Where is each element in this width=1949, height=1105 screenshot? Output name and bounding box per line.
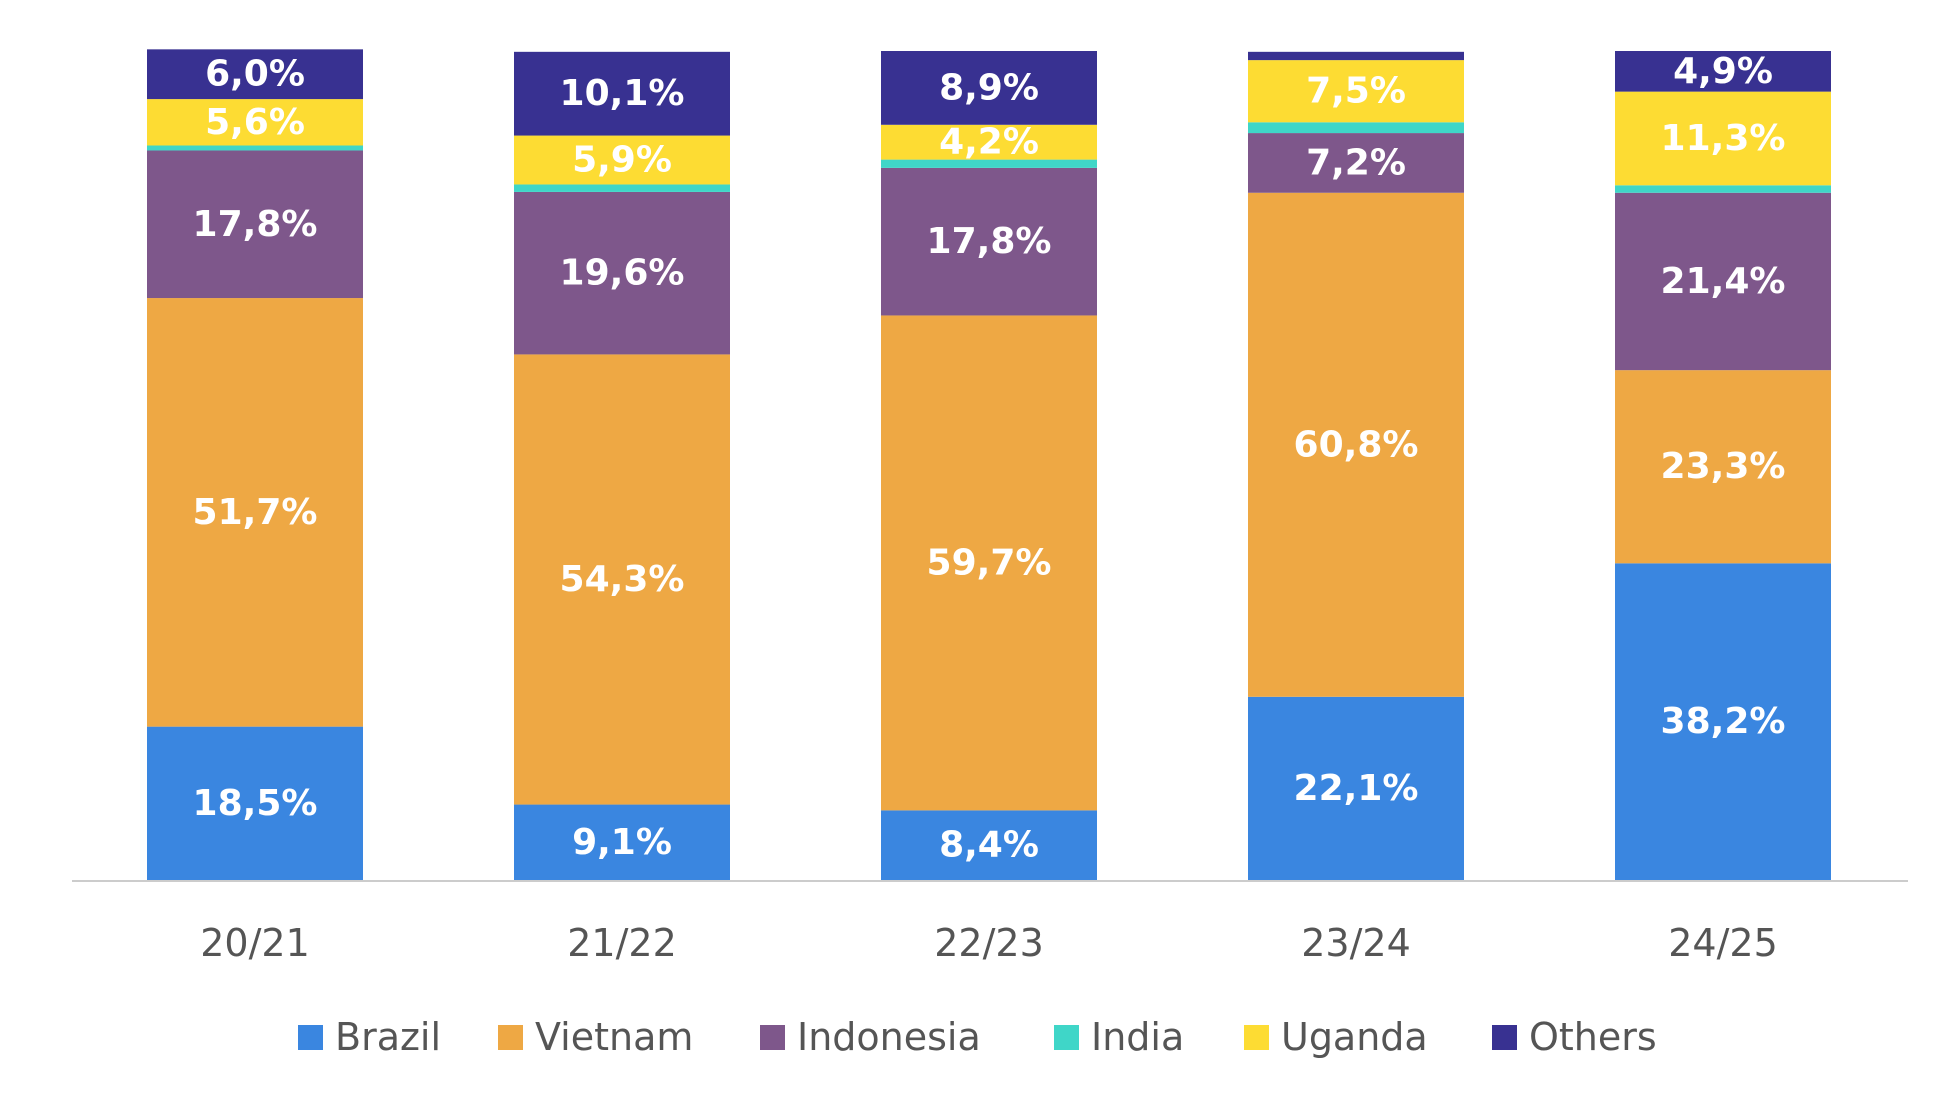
bar-vietnam-24-25 bbox=[1615, 370, 1831, 564]
bar-india-22-23 bbox=[881, 159, 1097, 168]
bar-brazil-24-25 bbox=[1615, 563, 1831, 880]
data-label-vietnam-21-22: 54,3% bbox=[560, 559, 685, 600]
legend-label-vietnam: Vietnam bbox=[535, 1015, 693, 1059]
legend-label-indonesia: Indonesia bbox=[797, 1015, 981, 1059]
bar-indonesia-23-24 bbox=[1248, 133, 1464, 193]
bar-indonesia-20-21 bbox=[147, 150, 363, 299]
bar-india-20-21 bbox=[147, 145, 363, 151]
bar-vietnam-21-22 bbox=[514, 354, 730, 805]
data-label-uganda-24-25: 11,3% bbox=[1661, 118, 1786, 159]
bar-uganda-21-22 bbox=[514, 135, 730, 185]
bar-others-23-24 bbox=[1248, 51, 1464, 61]
bar-vietnam-23-24 bbox=[1248, 192, 1464, 697]
bar-uganda-20-21 bbox=[147, 99, 363, 146]
data-label-others-22-23: 8,9% bbox=[939, 67, 1039, 108]
legend-swatch-india bbox=[1054, 1025, 1079, 1050]
data-label-uganda-22-23: 4,2% bbox=[939, 122, 1039, 163]
bar-uganda-23-24 bbox=[1248, 60, 1464, 123]
legend-label-uganda: Uganda bbox=[1281, 1015, 1428, 1059]
x-tick-label-20-21: 20/21 bbox=[200, 921, 310, 965]
bar-india-23-24 bbox=[1248, 122, 1464, 134]
bar-indonesia-22-23 bbox=[881, 167, 1097, 316]
legend-swatch-others bbox=[1492, 1025, 1517, 1050]
bar-vietnam-20-21 bbox=[147, 298, 363, 727]
data-label-indonesia-24-25: 21,4% bbox=[1661, 261, 1786, 302]
legend-label-india: India bbox=[1091, 1015, 1184, 1059]
data-label-vietnam-22-23: 59,7% bbox=[927, 542, 1052, 583]
data-label-brazil-21-22: 9,1% bbox=[572, 822, 672, 863]
data-label-indonesia-22-23: 17,8% bbox=[927, 221, 1052, 262]
data-label-brazil-24-25: 38,2% bbox=[1661, 701, 1786, 742]
bar-uganda-22-23 bbox=[881, 124, 1097, 160]
data-label-brazil-23-24: 22,1% bbox=[1294, 768, 1419, 809]
data-label-uganda-23-24: 7,5% bbox=[1306, 71, 1406, 112]
data-label-indonesia-21-22: 19,6% bbox=[560, 253, 685, 294]
data-label-vietnam-24-25: 23,3% bbox=[1661, 446, 1786, 487]
data-label-others-21-22: 10,1% bbox=[560, 73, 685, 114]
bar-others-24-25 bbox=[1615, 51, 1831, 92]
x-tick-label-22-23: 22/23 bbox=[934, 921, 1044, 965]
data-label-others-24-25: 4,9% bbox=[1673, 51, 1773, 92]
bar-vietnam-22-23 bbox=[881, 315, 1097, 811]
bar-brazil-23-24 bbox=[1248, 696, 1464, 880]
data-label-indonesia-23-24: 7,2% bbox=[1306, 142, 1406, 183]
bar-india-21-22 bbox=[514, 184, 730, 192]
bar-uganda-24-25 bbox=[1615, 91, 1831, 186]
data-label-vietnam-20-21: 51,7% bbox=[193, 492, 318, 533]
data-label-uganda-20-21: 5,6% bbox=[205, 102, 305, 143]
segment-labels-group: 18,5% 51,7% 17,8% 5,6% 6,0% 9,1% 54,3% 19,6% 5,9… bbox=[193, 51, 1786, 866]
x-tick-label-23-24: 23/24 bbox=[1301, 921, 1411, 965]
data-label-brazil-22-23: 8,4% bbox=[939, 825, 1039, 866]
bar-others-22-23 bbox=[881, 51, 1097, 125]
bar-others-20-21 bbox=[147, 49, 363, 100]
legend-label-brazil: Brazil bbox=[335, 1015, 441, 1059]
bar-brazil-22-23 bbox=[881, 810, 1097, 880]
data-label-others-20-21: 6,0% bbox=[205, 54, 305, 95]
data-label-indonesia-20-21: 17,8% bbox=[193, 204, 318, 245]
legend-swatch-indonesia bbox=[760, 1025, 785, 1050]
bar-indonesia-24-25 bbox=[1615, 192, 1831, 371]
data-label-brazil-20-21: 18,5% bbox=[193, 783, 318, 824]
legend-label-others: Others bbox=[1529, 1015, 1657, 1059]
bar-indonesia-21-22 bbox=[514, 191, 730, 355]
bars-group bbox=[147, 49, 1831, 880]
x-tick-label-21-22: 21/22 bbox=[567, 921, 677, 965]
bar-others-21-22 bbox=[514, 51, 730, 136]
x-tick-labels-group: 20/21 21/22 22/23 23/24 24/25 bbox=[200, 921, 1778, 965]
bar-brazil-20-21 bbox=[147, 726, 363, 880]
bar-brazil-21-22 bbox=[514, 804, 730, 880]
legend-swatch-vietnam bbox=[498, 1025, 523, 1050]
x-tick-label-24-25: 24/25 bbox=[1668, 921, 1778, 965]
data-label-vietnam-23-24: 60,8% bbox=[1294, 424, 1419, 465]
legend: Brazil Vietnam Indonesia India Uganda Others bbox=[298, 1015, 1657, 1059]
legend-swatch-uganda bbox=[1244, 1025, 1269, 1050]
data-label-uganda-21-22: 5,9% bbox=[572, 140, 672, 181]
bar-india-24-25 bbox=[1615, 185, 1831, 193]
legend-swatch-brazil bbox=[298, 1025, 323, 1050]
